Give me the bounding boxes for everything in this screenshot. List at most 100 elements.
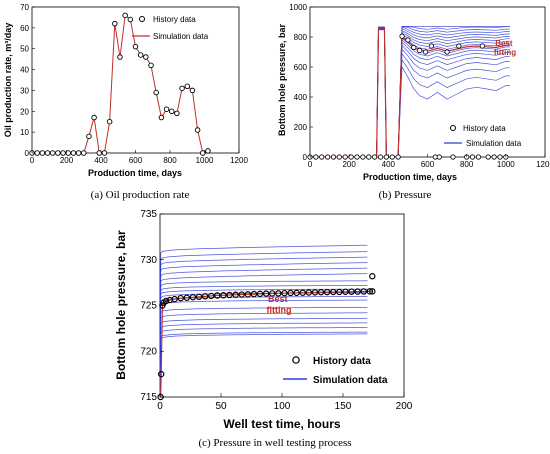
history-data-point: [201, 293, 209, 300]
history-data-point: [330, 154, 337, 160]
history-data-point: [112, 20, 118, 27]
x-tick-label: 800: [163, 156, 177, 165]
legend-simulation-label: Simulation data: [313, 375, 388, 386]
x-tick-label: 0: [157, 401, 163, 412]
simulation-series-line: [159, 322, 368, 398]
legend: History data Simulation data: [444, 124, 522, 148]
history-data-point: [189, 87, 196, 94]
history-data-point: [49, 150, 56, 156]
history-data-point: [184, 83, 190, 90]
simulation-series-line: [159, 312, 368, 398]
history-data-point: [287, 289, 294, 297]
y-axis-label: Bottom hole pressure, bar: [277, 23, 287, 136]
x-tick-label: 0: [308, 160, 313, 169]
x-tick-label: 0: [30, 156, 35, 165]
x-tick-label: 1200: [230, 156, 248, 165]
y-tick-label: 40: [20, 66, 29, 75]
history-data-point: [319, 154, 325, 160]
history-data-point: [428, 43, 435, 49]
history-data-point: [456, 43, 462, 49]
history-data-point: [153, 89, 159, 96]
history-data-point: [450, 154, 456, 160]
history-data-point: [106, 118, 113, 125]
history-data-point: [336, 288, 343, 296]
simulation-series-line: [310, 29, 510, 158]
history-data-point: [354, 154, 360, 160]
x-tick-label: 600: [421, 160, 435, 169]
simulation-series-line: [159, 262, 368, 398]
history-data-point: [117, 54, 123, 60]
y-tick-label: 200: [294, 123, 308, 132]
y-tick-label: 735: [140, 209, 157, 220]
history-data-point: [39, 150, 46, 156]
history-data-point: [299, 289, 306, 296]
history-data-point: [55, 150, 61, 156]
history-data-point: [325, 154, 331, 160]
history-data-point: [313, 154, 319, 160]
caption: (a) Oil production rate: [91, 189, 190, 201]
history-data-point: [148, 62, 154, 69]
history-data-point: [158, 114, 165, 121]
history-data-point: [348, 154, 354, 160]
history-data-point: [96, 150, 103, 156]
y-tick-label: 730: [140, 255, 157, 266]
history-data-point: [232, 291, 239, 298]
plot-frame: [31, 6, 240, 154]
legend-history-label: History data: [313, 356, 371, 367]
simulation-series-line: [159, 288, 368, 398]
history-data-point: [250, 290, 258, 298]
x-axis-label: Well test time, hours: [223, 417, 340, 431]
legend-history-marker: [292, 356, 300, 364]
history-data-point: [132, 43, 139, 50]
history-data-point: [336, 154, 342, 160]
history-data-point: [168, 108, 175, 115]
simulation-series-line: [159, 327, 368, 398]
history-data-point: [179, 85, 185, 92]
history-data-point: [122, 12, 128, 19]
history-data-point: [127, 16, 134, 23]
history-data-point: [205, 148, 211, 154]
history-data-point: [275, 290, 282, 297]
history-data-point: [469, 154, 476, 160]
history-data-point: [220, 292, 227, 299]
history-data-point: [162, 297, 170, 305]
history-data-point: [436, 154, 442, 160]
well-test-chart: 0 50 100 150 200 715 720 725 730 735 Best fitting…: [114, 209, 413, 449]
legend-simulation-label: Simulation data: [466, 139, 522, 148]
legend-history-marker: [450, 125, 456, 131]
history-data-point: [369, 288, 376, 295]
history-data-point: [262, 290, 270, 297]
y-tick-label: 715: [140, 392, 157, 403]
x-tick-label: 800: [460, 160, 474, 169]
history-data-point: [137, 52, 144, 58]
history-data-point: [70, 150, 77, 156]
history-data-point: [389, 154, 395, 160]
y-axis-label: Bottom hole pressure, bar: [114, 230, 128, 380]
history-data-point: [158, 370, 165, 378]
plot-frame: [159, 213, 405, 398]
y-tick-label: 50: [20, 45, 29, 54]
best-fitting-line-2: fitting: [494, 48, 516, 57]
y-tick-label: 60: [20, 24, 29, 33]
legend-history-marker: [139, 16, 145, 22]
history-data-point: [342, 154, 348, 160]
simulation-series-line: [159, 280, 368, 398]
oil-production-chart: 0 200 400 600 800 1000 1200 0 10 20 30 40 50 60 70 Pro…: [3, 3, 248, 201]
simulation-series-line: [159, 251, 368, 398]
simulation-series-line: [159, 267, 368, 398]
history-data-point: [330, 288, 337, 296]
history-data-point: [399, 33, 405, 39]
history-data-point: [174, 110, 180, 117]
best-fitting-annotation: Best fitting: [267, 294, 292, 315]
history-data-point: [366, 154, 372, 160]
history-data-point: [377, 154, 384, 160]
history-data-point: [475, 154, 482, 160]
y-axis-label: Oil production rate, m³/day: [3, 23, 13, 138]
history-data-point: [65, 150, 71, 156]
y-tick-label: 0: [303, 153, 308, 162]
legend: History data Simulation data: [132, 15, 209, 41]
y-tick-label: 20: [20, 107, 29, 116]
history-data-point: [177, 294, 184, 302]
x-tick-label: 400: [382, 160, 396, 169]
